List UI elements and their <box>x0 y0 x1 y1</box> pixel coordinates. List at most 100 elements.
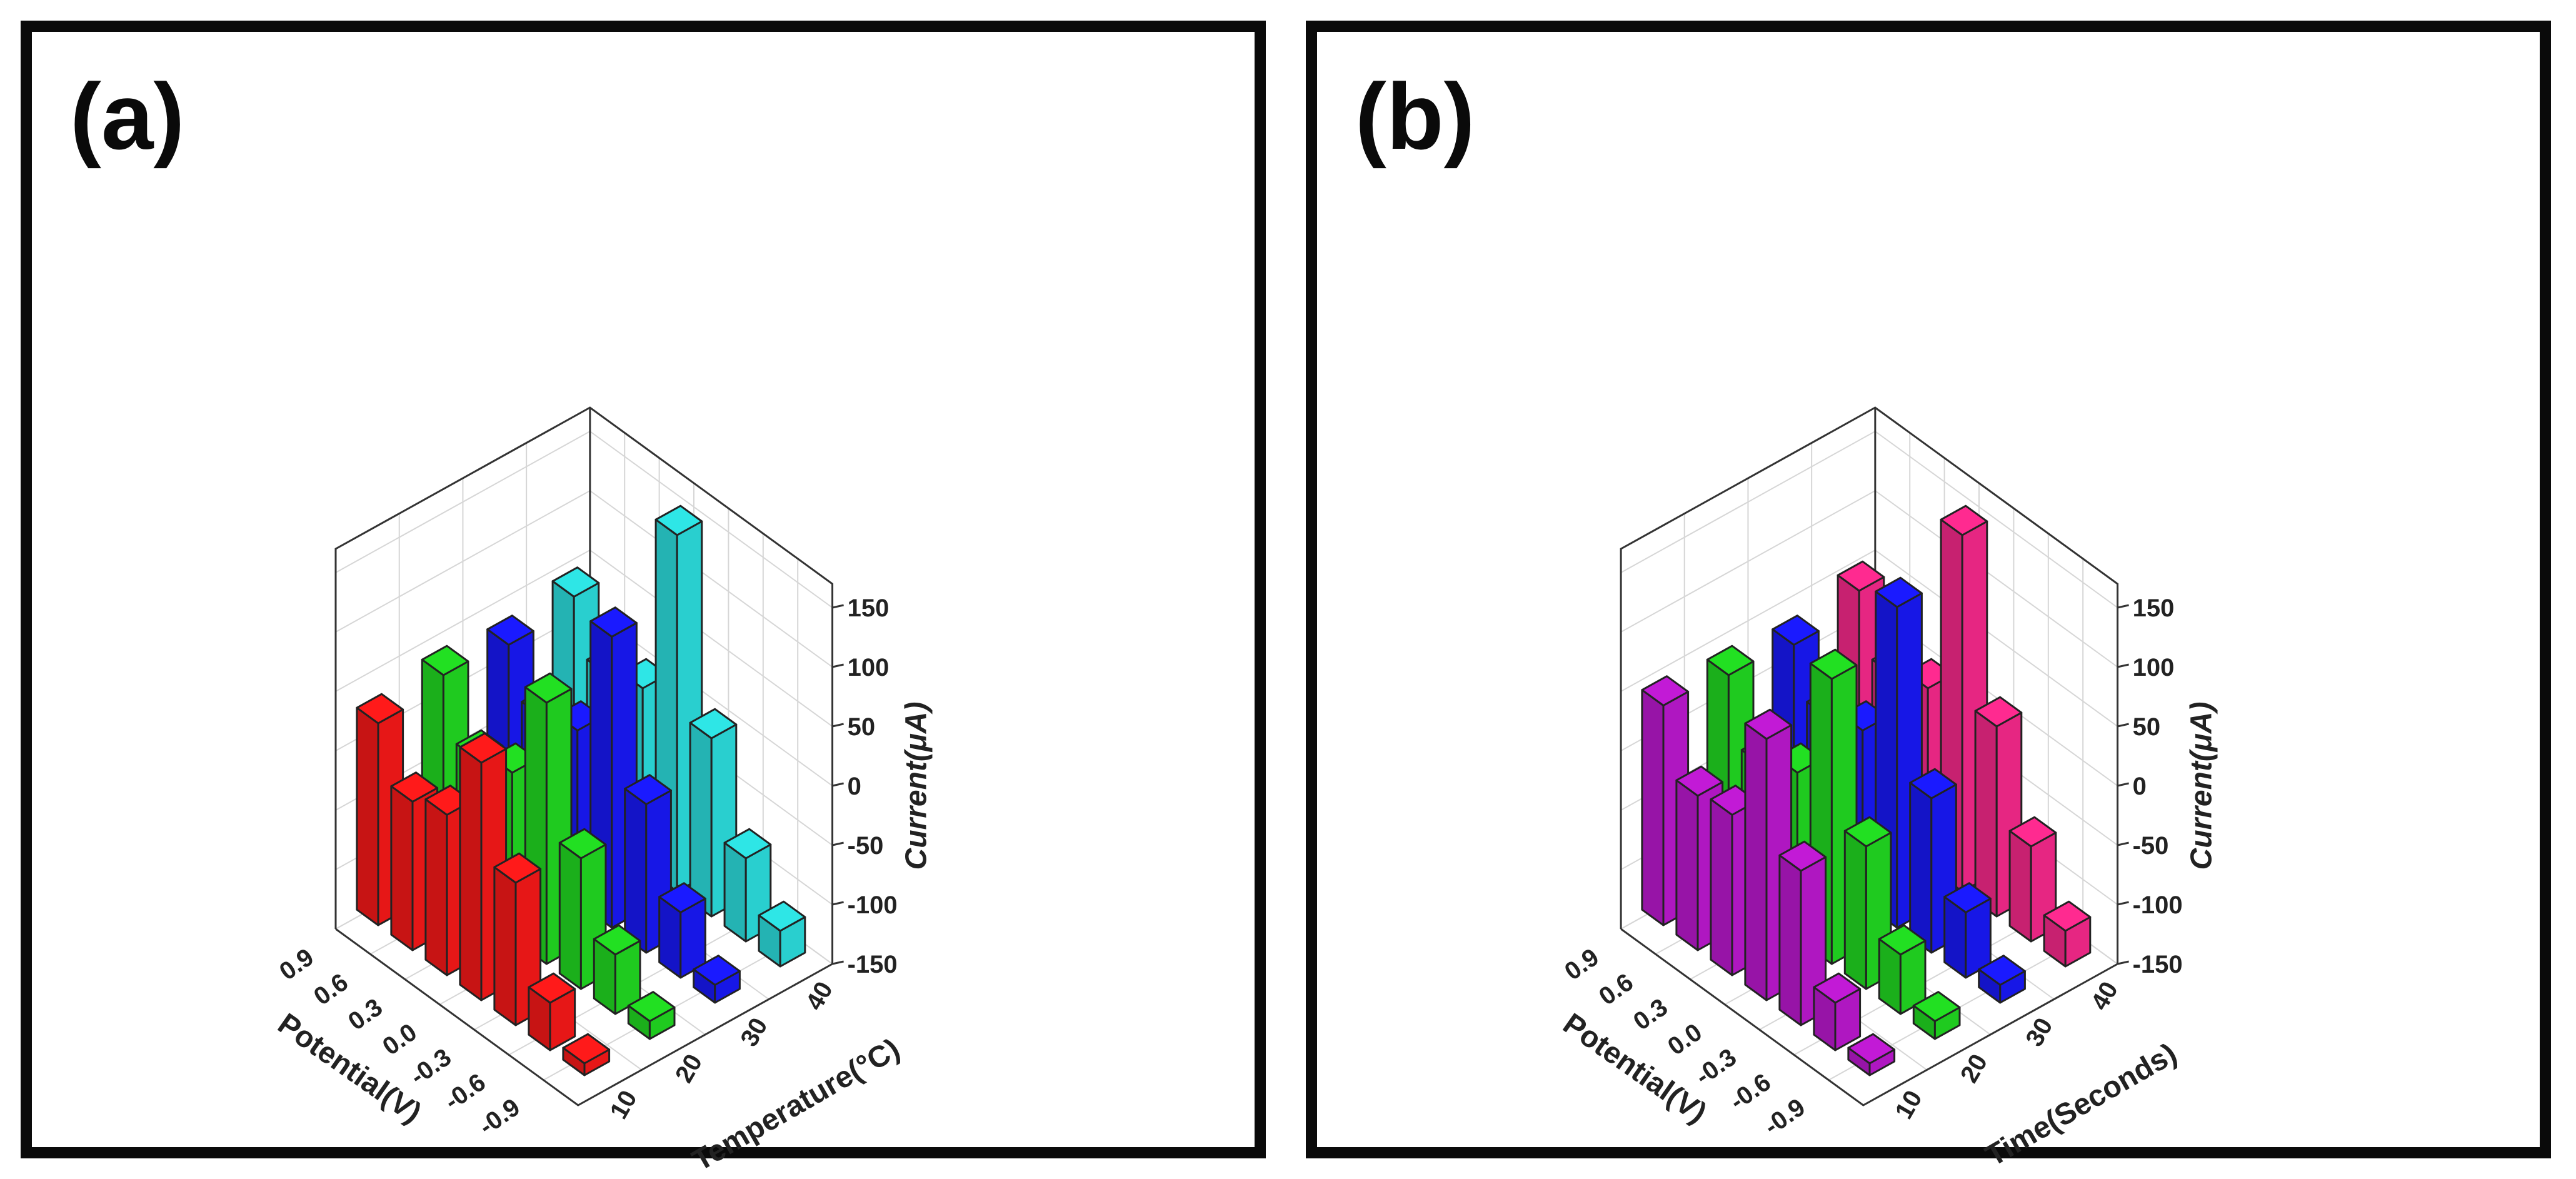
bar-side-face <box>2008 830 2032 943</box>
z-axis: 150 100 50 0 -50 -100 -150 Current(μA) <box>832 595 933 978</box>
bar-side-face <box>689 721 713 918</box>
bar-top-face <box>1974 696 2023 728</box>
bar-top-face <box>390 771 439 803</box>
bar-top-face <box>1744 708 1793 740</box>
z-tick-mark <box>832 604 844 609</box>
bar-top-face <box>658 882 706 913</box>
bar-top-face <box>1843 816 1892 848</box>
bar <box>1813 972 1862 1051</box>
panel-a: (a) 150100500-50-100-150Current(μA)0.90.… <box>21 21 1266 1178</box>
z-tick-label: 100 <box>2133 654 2175 681</box>
bar <box>1878 924 1927 1015</box>
bar <box>693 955 741 1004</box>
panel-b: (b) 150100500-50-100-150Current(μA)0.90.… <box>1306 21 2551 1173</box>
bar <box>528 972 576 1051</box>
bar-side-face <box>624 788 648 954</box>
bar-top-face <box>593 924 641 956</box>
panel-a-label: (a) <box>70 64 184 169</box>
bar-side-face <box>723 841 747 943</box>
bar-top-face <box>1878 924 1927 956</box>
bar <box>593 924 641 1015</box>
z-tick-label: -50 <box>848 832 884 860</box>
bar <box>1847 1033 1896 1076</box>
z-tick-label: -150 <box>2133 951 2183 978</box>
bar <box>1912 991 1961 1040</box>
bar-top-face <box>1875 576 1923 608</box>
z-axis-title: Current(μA) <box>900 702 933 870</box>
bar-side-face <box>459 746 483 1001</box>
z-axis-title: Current(μA) <box>2185 702 2218 870</box>
panel-b-label: (b) <box>1355 64 1475 169</box>
z-tick-mark <box>832 723 844 728</box>
bar-top-face <box>524 672 573 704</box>
bar-top-face <box>1641 675 1690 706</box>
bar <box>624 774 672 954</box>
z-tick-mark <box>832 841 844 846</box>
bar-side-face <box>1778 854 1802 1026</box>
z-tick-mark <box>2117 841 2129 846</box>
panel-a-chart: 150100500-50-100-150Current(μA)0.90.60.3… <box>272 406 933 1178</box>
bar-top-face <box>528 972 576 1004</box>
bar-top-face <box>1675 765 1724 797</box>
bar-top-face <box>589 606 638 638</box>
bar-top-face <box>356 693 404 725</box>
bar <box>1940 504 1988 893</box>
floor-edge <box>1620 928 2118 1106</box>
z-tick-mark <box>2117 604 2129 609</box>
z-tick-mark <box>832 782 844 787</box>
bar-side-face <box>1744 722 1768 1001</box>
bar-side-face <box>390 785 414 951</box>
bar-top-face <box>654 504 703 536</box>
z-tick-label: -150 <box>848 951 898 978</box>
z-tick-label: -100 <box>848 891 898 919</box>
bar-top-face <box>1912 991 1961 1022</box>
bar <box>2043 900 2092 968</box>
bar-side-face <box>1909 781 1933 954</box>
z-tick-mark <box>2117 960 2129 965</box>
z-tick-label: -100 <box>2133 891 2183 919</box>
bar-top-face <box>2043 900 2092 932</box>
bar-side-face <box>558 841 582 990</box>
z-tick-label: 150 <box>2133 595 2175 622</box>
bar-side-face <box>1974 710 1998 918</box>
bar-side-face <box>356 706 379 926</box>
bar-top-face <box>551 566 600 598</box>
z-tick-label: 0 <box>2133 773 2147 800</box>
z-tick-mark <box>2117 782 2129 787</box>
floor-edge <box>335 928 833 1106</box>
z-tick-mark <box>2117 901 2129 906</box>
bar-top-face <box>1978 955 2026 986</box>
bar-top-face <box>723 828 772 860</box>
z-tick-mark <box>832 960 844 965</box>
bar-top-face <box>693 955 741 986</box>
bar-top-face <box>558 828 607 860</box>
bar-side-face <box>424 798 448 976</box>
bar-top-face <box>1837 560 1885 592</box>
bar-top-face <box>627 991 676 1022</box>
z-tick-mark <box>2117 663 2129 668</box>
bars <box>1641 504 2092 1076</box>
bar-side-face <box>1843 830 1867 990</box>
bar-top-face <box>1909 768 1957 800</box>
bar-top-face <box>421 645 469 676</box>
bar-top-face <box>1809 648 1858 680</box>
bar <box>658 882 706 979</box>
z-axis: 150 100 50 0 -50 -100 -150 Current(μA) <box>2117 595 2218 978</box>
z-tick-label: 50 <box>848 713 876 741</box>
bar <box>627 991 676 1040</box>
z-tick-label: 150 <box>848 595 890 622</box>
bar-side-face <box>1710 798 1733 976</box>
z-tick-mark <box>832 901 844 906</box>
bar-side-face <box>1641 689 1665 926</box>
z-tick-mark <box>832 663 844 668</box>
bar-top-face <box>1847 1033 1896 1065</box>
z-tick-label: 100 <box>848 654 890 681</box>
bar-top-face <box>1813 972 1862 1004</box>
bar-top-face <box>1943 882 1992 913</box>
z-tick-label: 50 <box>2133 713 2161 741</box>
bars <box>356 504 806 1076</box>
bar-top-face <box>2008 816 2057 848</box>
bar <box>758 900 806 968</box>
z-tick-mark <box>2117 723 2129 728</box>
